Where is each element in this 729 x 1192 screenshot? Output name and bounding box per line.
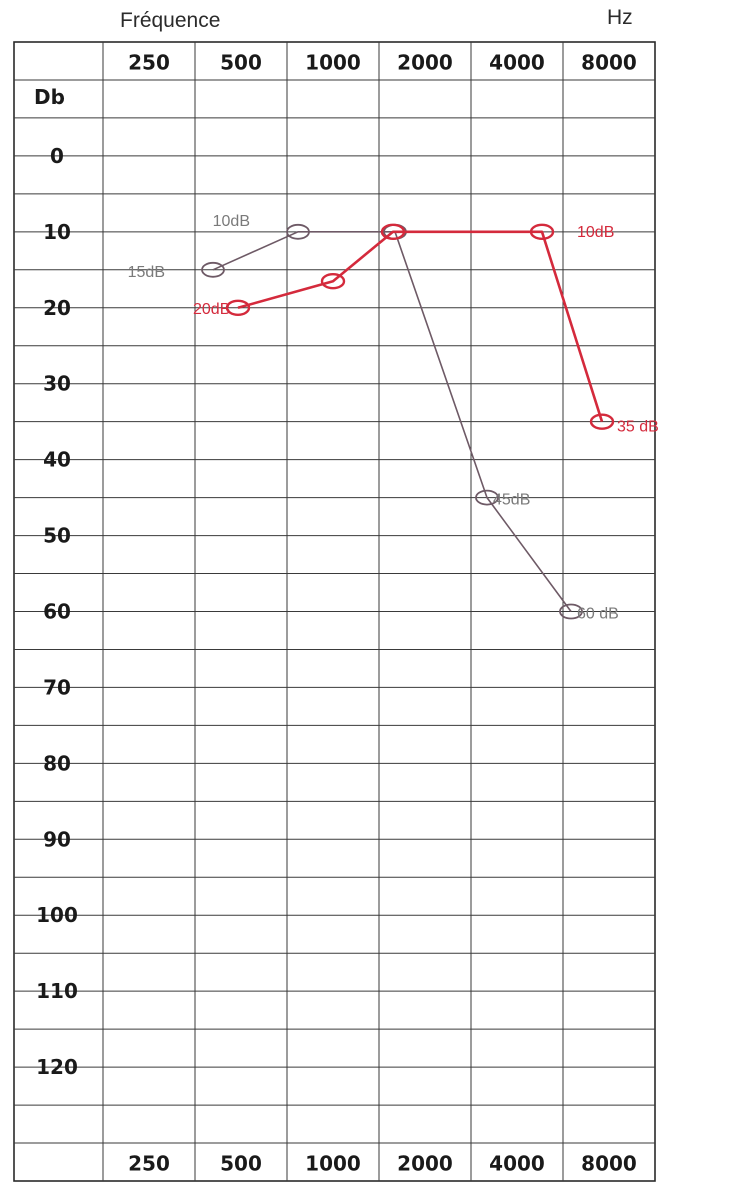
y-tick-label: 30 — [43, 372, 71, 396]
y-tick-label: 80 — [43, 751, 71, 775]
y-tick-label: 50 — [43, 524, 71, 548]
x-tick-label-bottom: 8000 — [581, 1151, 637, 1175]
y-tick-label: 120 — [36, 1055, 78, 1079]
x-tick-label-top: 250 — [128, 50, 170, 74]
x-tick-label-bottom: 1000 — [305, 1151, 361, 1175]
x-tick-label-top: 2000 — [397, 50, 453, 74]
chart-title: Fréquence — [120, 9, 220, 32]
grid — [13, 41, 656, 1182]
data-label: 10dB — [577, 224, 614, 241]
data-point-marker — [380, 223, 406, 241]
x-unit-label: Hz — [607, 6, 633, 29]
y-tick-label: 100 — [36, 903, 78, 927]
y-unit-label: Db — [34, 85, 65, 109]
x-tick-label-top: 8000 — [581, 50, 637, 74]
y-tick-label: 20 — [43, 296, 71, 320]
data-point-marker — [201, 261, 225, 278]
data-point-marker — [559, 603, 583, 620]
x-tick-label-top: 1000 — [305, 50, 361, 74]
series-line — [237, 230, 604, 423]
x-tick-label-bottom: 2000 — [397, 1151, 453, 1175]
data-point-marker — [320, 272, 346, 290]
y-tick-label: 60 — [43, 600, 71, 624]
y-tick-label: 40 — [43, 448, 71, 472]
data-label: 20dB — [193, 301, 230, 318]
data-label: 35 dB — [617, 419, 659, 436]
data-point-marker — [589, 413, 615, 430]
x-tick-label-bottom: 4000 — [489, 1151, 545, 1175]
data-point-marker — [286, 223, 310, 240]
y-tick-label: 110 — [36, 979, 78, 1003]
y-tick-label: 0 — [50, 144, 64, 168]
axis-labels: Db 2502505005001000100020002000400040008… — [34, 50, 637, 1175]
y-tick-label: 90 — [43, 827, 71, 851]
data-label: 45dB — [493, 492, 530, 509]
data-label: 60 dB — [577, 606, 619, 623]
y-tick-label: 10 — [43, 220, 71, 244]
x-tick-label-top: 4000 — [489, 50, 545, 74]
data-label: 10dB — [213, 213, 250, 230]
x-tick-label-bottom: 500 — [220, 1151, 262, 1175]
data-point-marker — [225, 299, 251, 316]
series-marks: 15dB 10dB 45dB 60 dB 20dB 10dB 35 dB — [128, 213, 659, 623]
data-point-marker — [475, 489, 499, 506]
x-tick-label-bottom: 250 — [128, 1151, 170, 1175]
y-tick-label: 70 — [43, 675, 71, 699]
x-tick-label-top: 500 — [220, 50, 262, 74]
data-label: 15dB — [128, 264, 165, 281]
data-point-marker — [529, 223, 555, 241]
